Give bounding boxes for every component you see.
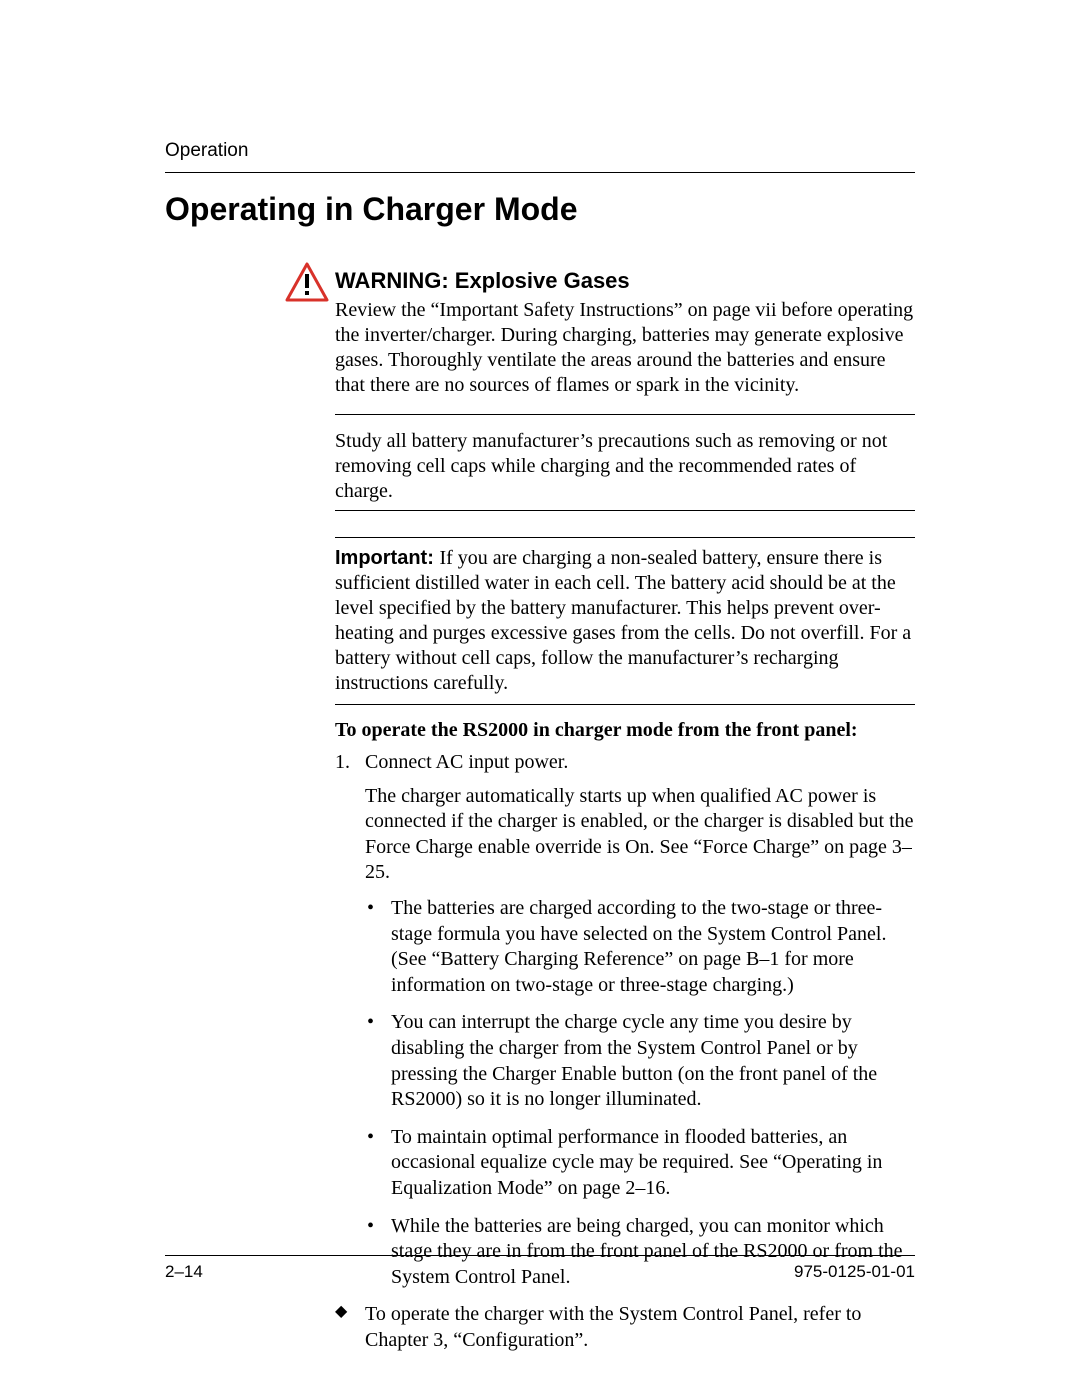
step-1-text: Connect AC input power. [365,751,568,773]
document-number: 975-0125-01-01 [794,1262,915,1282]
bullet-1: The batteries are charged according to t… [365,896,915,998]
running-header: Operation [165,140,915,162]
ordered-steps: 1. Connect AC input power. The charger a… [335,750,915,1290]
page-number: 2–14 [165,1262,203,1282]
header-rule [165,172,915,173]
bullet-3: To maintain optimal performance in flood… [365,1125,915,1202]
step-1-number: 1. [335,750,350,776]
important-body: If you are charging a non-sealed battery… [335,547,911,694]
diamond-bullet-list: To operate the charger with the System C… [335,1302,915,1353]
bullet-2: You can interrupt the charge cycle any t… [365,1010,915,1112]
important-label: Important: [335,547,439,569]
step-1-paragraph: The charger automatically starts up when… [365,784,915,886]
footer-rule [165,1255,915,1256]
step-1: 1. Connect AC input power. The charger a… [335,750,915,1290]
step-1-bullets: The batteries are charged according to t… [365,896,915,1290]
page-footer: 2–14 975-0125-01-01 [165,1255,915,1282]
document-page: Operation Operating in Charger Mode WARN… [0,0,1080,1397]
instruction-heading: To operate the RS2000 in charger mode fr… [335,719,915,742]
footer-row: 2–14 975-0125-01-01 [165,1262,915,1282]
warning-paragraph-1: Review the “Important Safety Instruction… [335,298,915,398]
warning-divider [335,414,915,415]
important-note-text: Important: If you are charging a non-sea… [335,546,915,696]
page-title: Operating in Charger Mode [165,191,915,228]
warning-paragraph-2: Study all battery manufacturer’s precaut… [335,429,915,504]
diamond-bullet: To operate the charger with the System C… [335,1302,915,1353]
warning-block: WARNING: Explosive Gases Review the “Imp… [335,268,915,525]
main-content: WARNING: Explosive Gases Review the “Imp… [335,268,915,1353]
warning-triangle-icon [285,262,329,307]
warning-title: WARNING: Explosive Gases [335,268,915,294]
important-note-box: Important: If you are charging a non-sea… [335,537,915,705]
warning-bottom-rule [335,510,915,511]
